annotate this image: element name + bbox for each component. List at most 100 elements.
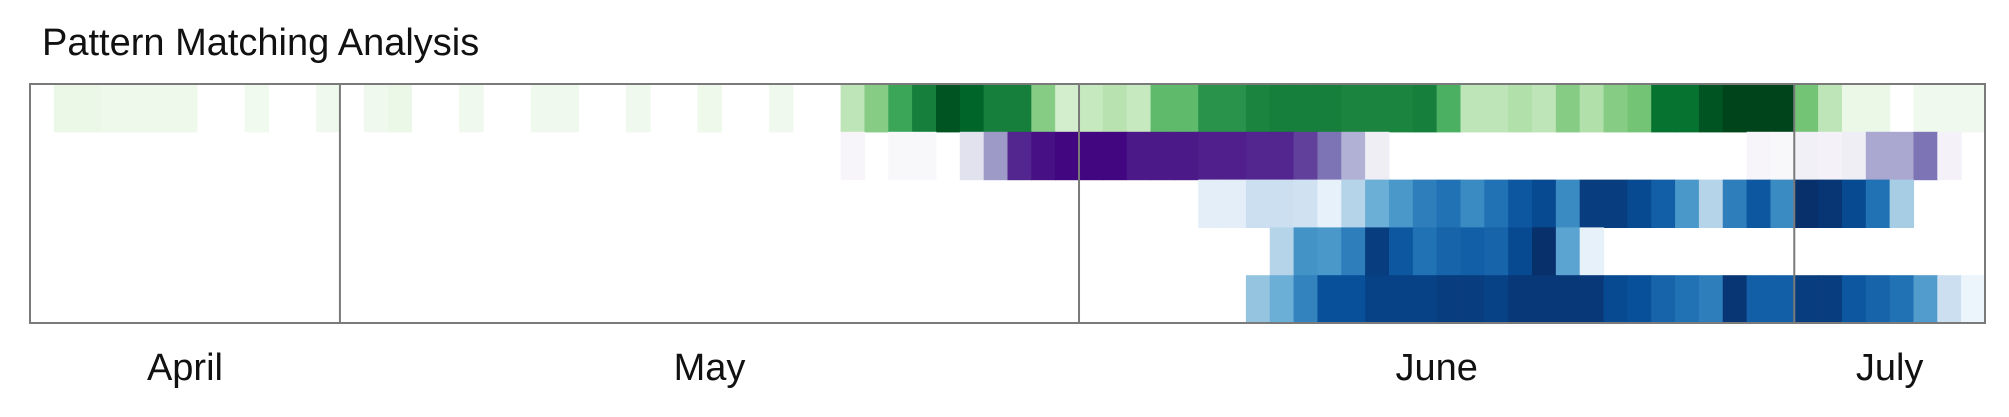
heatmap-cell xyxy=(1889,179,1915,228)
heatmap-cell xyxy=(530,84,556,133)
heatmap-cell xyxy=(1937,275,1962,324)
heatmap-cell xyxy=(1150,84,1175,133)
heatmap-cell xyxy=(77,84,103,133)
heatmap-cell xyxy=(1317,131,1342,181)
heatmap-cell xyxy=(1079,131,1104,181)
heatmap-cell xyxy=(1651,275,1676,324)
heatmap-cell xyxy=(101,84,126,133)
heatmap-cell xyxy=(888,131,913,181)
heatmap-cell xyxy=(1460,84,1485,133)
heatmap-cell xyxy=(1222,84,1247,133)
heatmap-cell xyxy=(1722,84,1748,133)
heatmap-cell xyxy=(1222,179,1247,228)
heatmap-cell xyxy=(1341,227,1366,276)
heatmap-cell xyxy=(1365,131,1390,181)
heatmap-cell xyxy=(387,84,413,133)
heatmap-cell xyxy=(1937,131,1962,181)
heatmap-cell xyxy=(1341,131,1366,181)
heatmap-cell xyxy=(1293,179,1319,228)
heatmap-cell xyxy=(1412,84,1438,133)
heatmap-cell xyxy=(1198,179,1223,228)
heatmap-cell xyxy=(316,84,341,133)
heatmap-cell xyxy=(840,131,866,181)
heatmap-cell xyxy=(1698,84,1724,133)
heatmap-cell xyxy=(1388,179,1414,228)
heatmap-cell xyxy=(1865,275,1891,324)
heatmap-cell xyxy=(1818,275,1843,324)
heatmap-cell xyxy=(1317,179,1342,228)
heatmap-cell xyxy=(1365,227,1390,276)
heatmap-cell xyxy=(1126,84,1152,133)
heatmap-cell xyxy=(1269,84,1295,133)
heatmap-cell xyxy=(1913,275,1938,324)
heatmap-cell xyxy=(1865,131,1891,181)
heatmap-cell xyxy=(1555,179,1581,228)
heatmap-cell xyxy=(959,84,985,133)
heatmap-cell xyxy=(53,84,79,133)
heatmap-cell xyxy=(1532,227,1557,276)
heatmap-cell xyxy=(1818,179,1843,228)
heatmap-cell xyxy=(1293,131,1319,181)
heatmap-cell xyxy=(1412,179,1438,228)
heatmap-cell xyxy=(1317,84,1342,133)
heatmap-cell xyxy=(1174,84,1199,133)
heatmap-cell xyxy=(244,84,270,133)
heatmap-cell xyxy=(983,131,1009,181)
heatmap-cell xyxy=(626,84,651,133)
heatmap-cell xyxy=(1388,227,1414,276)
heatmap-cell xyxy=(1532,275,1557,324)
heatmap-cell xyxy=(1341,84,1366,133)
heatmap-cell xyxy=(1603,179,1628,228)
heatmap-cell xyxy=(1245,275,1271,324)
heatmap-cell xyxy=(1055,84,1080,133)
heatmap-cell xyxy=(1961,275,1986,324)
heatmap-cell xyxy=(697,84,722,133)
heatmap-cell xyxy=(459,84,484,133)
heatmap-cell xyxy=(959,131,985,181)
heatmap-cell xyxy=(1865,84,1891,133)
heatmap-cell xyxy=(1341,179,1366,228)
heatmap-cell xyxy=(1436,179,1462,228)
heatmap-cell xyxy=(1722,179,1748,228)
heatmap-cells xyxy=(53,84,1986,324)
month-label-july: July xyxy=(1856,347,1924,389)
heatmap-cell xyxy=(1126,131,1152,181)
heatmap-cell xyxy=(1651,84,1676,133)
heatmap-cell xyxy=(1746,275,1772,324)
heatmap-cell xyxy=(1818,84,1843,133)
heatmap-cell xyxy=(1841,179,1867,228)
heatmap-cell xyxy=(1317,227,1342,276)
heatmap-cell xyxy=(1841,131,1867,181)
heatmap-cell xyxy=(1698,275,1724,324)
heatmap-cell xyxy=(1031,84,1056,133)
heatmap-cell xyxy=(1675,275,1700,324)
heatmap-cell xyxy=(864,84,889,133)
month-label-april: April xyxy=(147,347,223,389)
heatmap-cell xyxy=(1269,275,1295,324)
heatmap-cell xyxy=(1269,131,1295,181)
heatmap-cell xyxy=(1746,84,1772,133)
heatmap-cell xyxy=(1436,275,1462,324)
heatmap-cell xyxy=(1102,84,1128,133)
heatmap-cell xyxy=(1937,84,1962,133)
heatmap-cell xyxy=(1198,84,1223,133)
heatmap-cell xyxy=(1007,131,1032,181)
heatmap-cell xyxy=(1388,275,1414,324)
heatmap-cell xyxy=(1269,227,1295,276)
heatmap-cell xyxy=(1889,131,1915,181)
heatmap-cell xyxy=(1102,131,1128,181)
heatmap-cell xyxy=(1174,131,1199,181)
heatmap-cell xyxy=(1841,275,1867,324)
heatmap-cell xyxy=(1436,227,1462,276)
heatmap-cell xyxy=(1532,179,1557,228)
heatmap-cell xyxy=(1317,275,1342,324)
heatmap-cell xyxy=(1484,275,1509,324)
heatmap-cell xyxy=(1508,275,1533,324)
month-separators xyxy=(338,84,1796,323)
heatmap-cell xyxy=(363,84,389,133)
heatmap-cell xyxy=(1293,275,1319,324)
heatmap-cell xyxy=(1055,131,1080,181)
heatmap-cell xyxy=(935,84,961,133)
heatmap-cell xyxy=(1794,84,1819,133)
heatmap-cell xyxy=(888,84,913,133)
